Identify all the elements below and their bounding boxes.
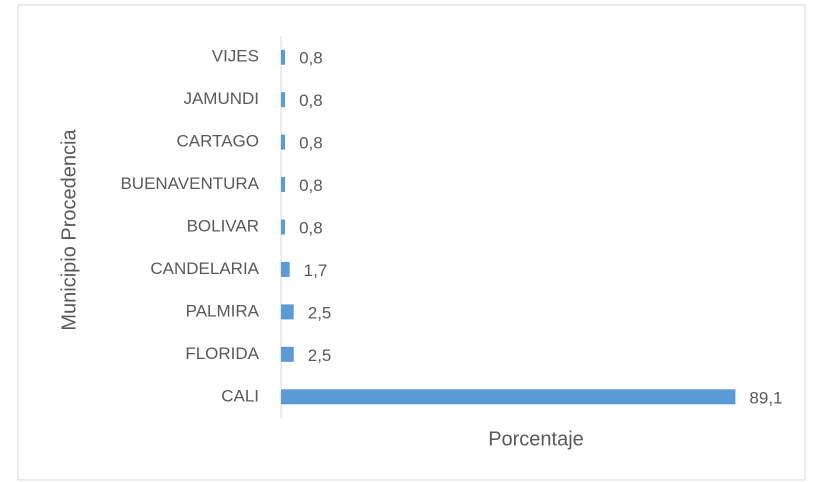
bar xyxy=(281,49,286,65)
y-tick-label: VIJES xyxy=(212,47,259,66)
bar xyxy=(281,177,286,193)
data-label: 2,5 xyxy=(308,303,332,322)
data-label: 0,8 xyxy=(299,91,323,110)
y-tick-label: CARTAGO xyxy=(177,132,260,151)
data-label: 0,8 xyxy=(299,176,323,195)
y-tick-label: BUENAVENTURA xyxy=(120,174,259,193)
data-label: 0,8 xyxy=(299,134,323,153)
bar xyxy=(281,134,286,150)
bar xyxy=(281,92,286,108)
bar xyxy=(281,389,736,405)
data-label: 1,7 xyxy=(304,261,328,280)
bar xyxy=(281,346,294,362)
y-tick-label: JAMUNDI xyxy=(183,89,259,108)
data-label: 2,5 xyxy=(308,346,332,365)
data-label: 0,8 xyxy=(299,49,323,68)
chart-border xyxy=(17,4,806,481)
y-tick-label: PALMIRA xyxy=(186,301,260,320)
bar xyxy=(281,261,290,277)
y-tick-label: FLORIDA xyxy=(185,344,259,363)
y-tick-label: BOLIVAR xyxy=(187,216,259,235)
data-label: 0,8 xyxy=(299,218,323,237)
y-tick-label: CANDELARIA xyxy=(150,259,259,278)
y-tick-label: CALI xyxy=(221,386,259,405)
data-label: 89,1 xyxy=(749,388,782,407)
x-axis-title: Porcentaje xyxy=(488,428,584,450)
bar xyxy=(281,304,294,320)
bar xyxy=(281,219,286,235)
y-axis-title: Municipio Procedencia xyxy=(58,129,80,331)
